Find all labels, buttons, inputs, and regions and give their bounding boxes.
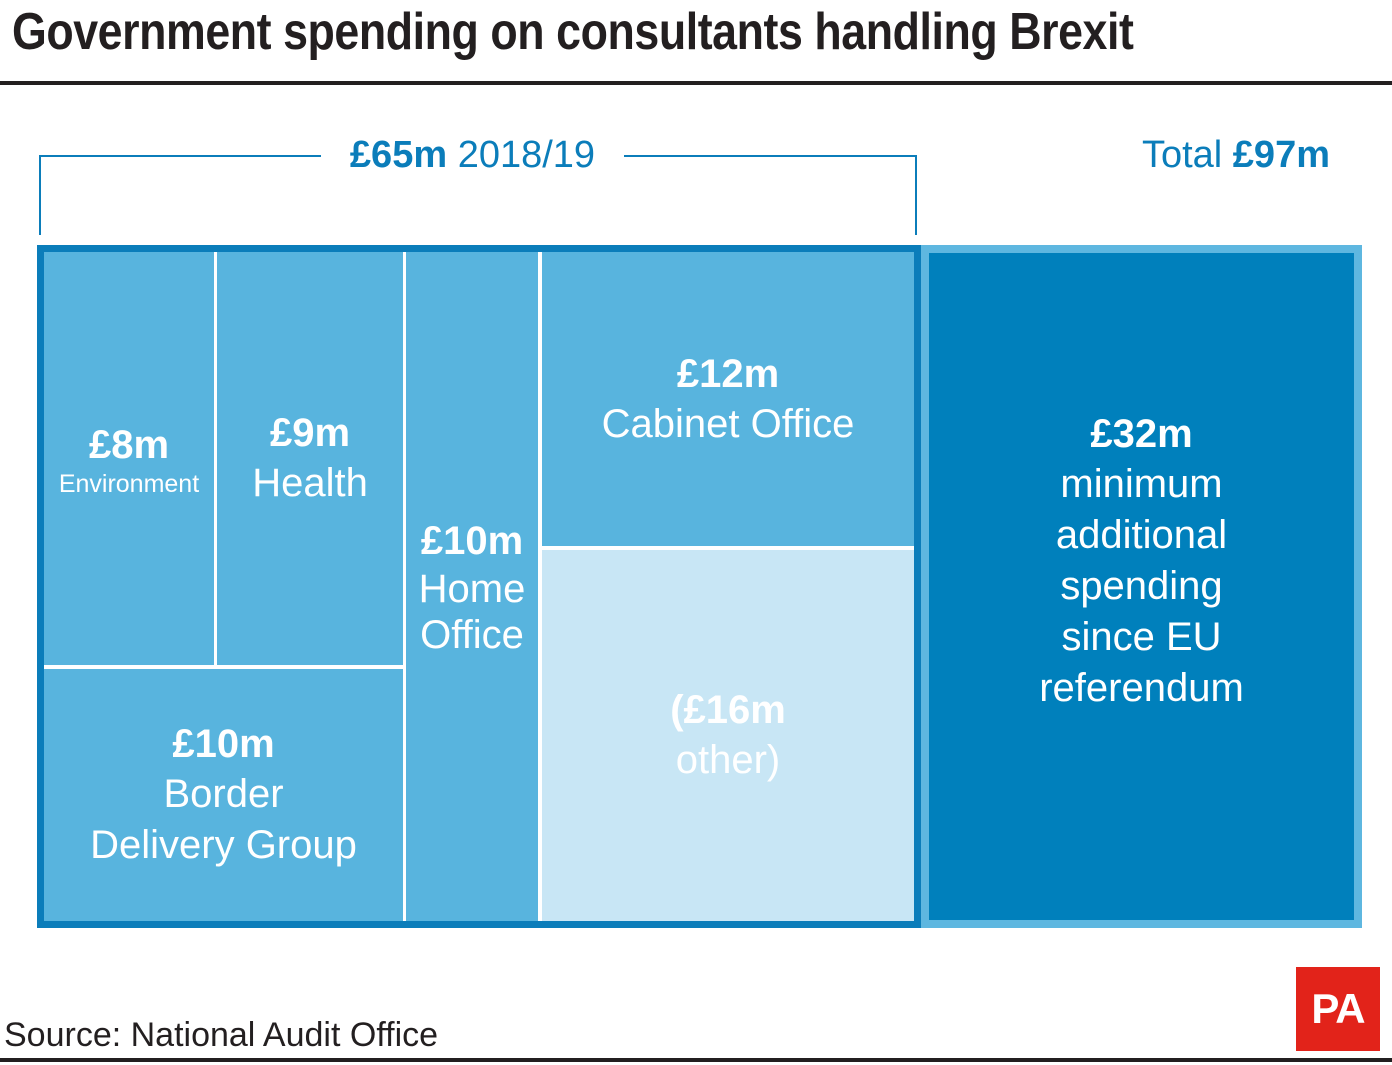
tile-additional-spending: £32m minimum additional spending since E… (929, 253, 1354, 920)
bracket-line-left (39, 155, 321, 157)
separator (403, 252, 406, 921)
separator (542, 546, 914, 550)
source-note: Source: National Audit Office (4, 1016, 439, 1054)
tile-health-label: Health (252, 461, 368, 505)
bracket-amount: £65m (349, 134, 448, 176)
total-label: Total £97m (1080, 132, 1330, 178)
tile-cabinet-office: £12m Cabinet Office (542, 252, 914, 546)
tile-environment-label: Environment (58, 469, 200, 498)
separator (44, 665, 403, 669)
tile-home-office-value: £10m (420, 518, 524, 563)
bracket-period: 2018/19 (457, 134, 596, 176)
treemap-additional-frame: £32m minimum additional spending since E… (921, 245, 1362, 928)
tile-additional-label-line4: since EU (1061, 615, 1222, 659)
tile-health-value: £9m (269, 411, 351, 455)
tile-additional-value: £32m (1090, 412, 1193, 456)
pa-logo: PA (1296, 967, 1380, 1051)
tile-border-label-line1: Border (163, 772, 284, 816)
separator (214, 252, 217, 665)
treemap-2018-19-frame: £8m Environment £9m Health £10m Border D… (37, 245, 921, 928)
footer-divider (0, 1058, 1392, 1062)
pa-logo-text: PA (1311, 985, 1365, 1032)
total-prefix: Total (1141, 134, 1223, 176)
title-divider (0, 81, 1392, 85)
tile-additional-label-line5: referendum (1039, 666, 1244, 710)
tile-border-value: £10m (172, 722, 275, 766)
tile-cabinet-office-value: £12m (676, 351, 780, 396)
tile-health: £9m Health (217, 252, 403, 665)
tile-environment: £8m Environment (44, 252, 214, 665)
total-amount: £97m (1232, 134, 1330, 176)
bracket-label: £65m 2018/19 (321, 132, 624, 178)
bracket-left-tick (39, 155, 41, 235)
tile-home-office: £10m Home Office (406, 252, 538, 921)
bracket-line-right (624, 155, 917, 157)
tile-home-office-label-line2: Office (420, 612, 524, 657)
chart-title: Government spending on consultants handl… (12, 3, 1134, 61)
tile-border-label-line2: Delivery Group (90, 823, 357, 867)
tile-other: (£16m other) (542, 550, 914, 921)
tile-home-office-label-line1: Home (418, 566, 526, 611)
tile-other-label: other) (675, 738, 781, 782)
tile-cabinet-office-label: Cabinet Office (601, 401, 855, 446)
tile-other-value: (£16m (670, 688, 786, 732)
tile-additional-label-line2: additional (1055, 513, 1228, 557)
tile-border-delivery-group: £10m Border Delivery Group (44, 669, 403, 921)
tile-environment-value: £8m (88, 422, 170, 467)
tile-additional-label-line1: minimum (1060, 462, 1223, 506)
separator (538, 252, 542, 921)
tile-additional-label-line3: spending (1060, 564, 1223, 608)
bracket-right-tick (915, 155, 917, 235)
